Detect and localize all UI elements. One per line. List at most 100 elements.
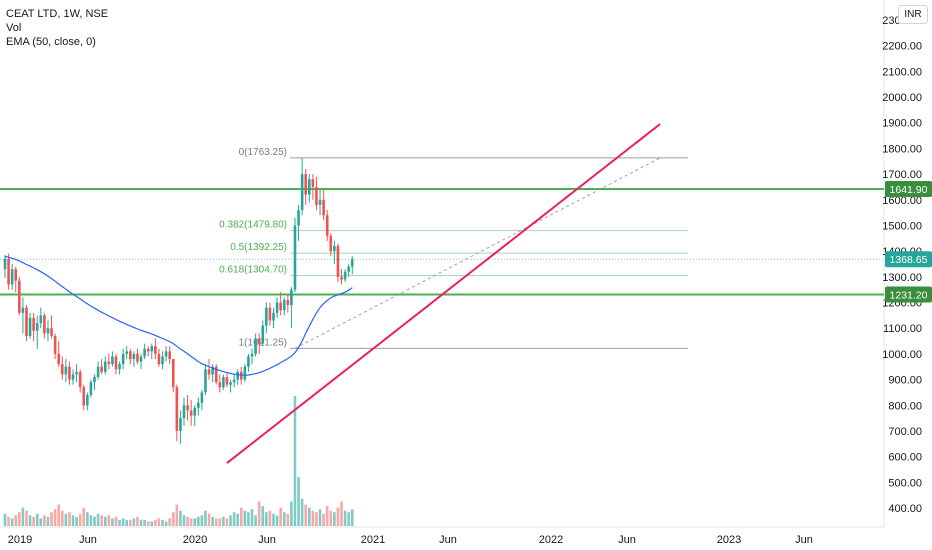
volume-bar — [89, 515, 93, 526]
volume-bar — [132, 518, 136, 526]
x-tick-label: Jun — [795, 534, 813, 546]
candle-body — [336, 246, 340, 277]
volume-bar — [347, 512, 350, 526]
volume-bar — [103, 516, 107, 526]
volume-bar — [14, 515, 18, 526]
volume-bar — [286, 513, 290, 526]
volume-bar — [86, 512, 89, 526]
candle-body — [193, 407, 197, 416]
y-tick-label: 1900.00 — [882, 118, 922, 130]
volume-bar — [333, 512, 336, 526]
volume-bar — [315, 512, 318, 526]
volume-bar — [139, 519, 143, 526]
y-tick-label: 500.00 — [888, 477, 922, 489]
volume-bar — [275, 515, 279, 526]
volume-bar — [75, 516, 78, 526]
volume-bar — [129, 519, 132, 526]
candle-body — [189, 410, 193, 416]
candle-body — [14, 269, 18, 281]
volume-bar — [35, 513, 39, 526]
candle-body — [218, 382, 222, 388]
y-tick-label: 700.00 — [888, 426, 922, 438]
candle-body — [21, 307, 25, 313]
ema-indicator-label[interactable]: EMA (50, close, 0) — [6, 36, 96, 48]
volume-bar — [229, 515, 232, 526]
candle-body — [18, 280, 21, 313]
candle-body — [121, 353, 125, 365]
candle-body — [243, 366, 247, 380]
volume-bar — [336, 507, 340, 526]
x-tick-label: 2020 — [183, 534, 207, 546]
candle-body — [60, 364, 64, 375]
y-tick-label: 1700.00 — [882, 169, 922, 181]
currency-button[interactable]: INR — [898, 5, 928, 24]
candle-body — [161, 356, 164, 365]
candle-body — [35, 323, 39, 331]
volume-bar — [297, 477, 300, 526]
volume-bar — [304, 504, 308, 526]
volume-bar — [236, 513, 239, 526]
volume-bar — [218, 518, 222, 526]
volume-bar — [343, 510, 347, 526]
volume-bar — [308, 507, 311, 526]
volume-bar — [46, 516, 50, 526]
candle-body — [57, 353, 60, 365]
volume-bar — [107, 515, 111, 526]
y-tick-label: 1000.00 — [882, 349, 922, 361]
candle-body — [222, 377, 225, 388]
volume-bar — [179, 510, 182, 526]
volume-bar — [257, 501, 261, 526]
volume-bar — [50, 512, 53, 526]
volume-bar — [300, 498, 304, 526]
fib-level-label: 0.382(1479.80) — [219, 220, 287, 231]
volume-bar — [232, 512, 236, 526]
volume-bar — [182, 515, 186, 526]
volume-bar — [114, 516, 118, 526]
y-tick-label: 2200.00 — [882, 41, 922, 53]
volume-bar — [18, 512, 21, 526]
candle-body — [132, 353, 136, 360]
volume-bar — [21, 507, 25, 526]
candle-body — [325, 215, 329, 236]
volume-bar — [200, 515, 204, 526]
volume-bar — [214, 518, 218, 526]
candle-body — [3, 258, 7, 270]
volume-bar — [64, 513, 68, 526]
y-tick-label: 400.00 — [888, 503, 922, 515]
candle-body — [261, 325, 265, 344]
candle-body — [290, 289, 293, 306]
candle-body — [78, 371, 82, 388]
candle-body — [103, 361, 107, 372]
volume-bar — [189, 518, 193, 526]
candle-body — [179, 418, 182, 431]
candle-body — [297, 210, 300, 226]
y-tick-label: 800.00 — [888, 400, 922, 412]
fib-level-label: 0.5(1392.25) — [230, 242, 287, 253]
x-tick-label: 2019 — [8, 534, 32, 546]
volume-bar — [57, 504, 60, 526]
candle-body — [340, 276, 343, 280]
candle-body — [200, 392, 204, 403]
candle-body — [232, 379, 236, 383]
volume-bar — [143, 519, 146, 526]
candle-body — [100, 366, 103, 372]
volume-bar — [243, 510, 247, 526]
symbol-title[interactable]: CEAT LTD, 1W, NSE — [6, 8, 109, 20]
x-tick-label: 2023 — [717, 534, 741, 546]
volume-bar — [157, 518, 161, 526]
x-tick-label: Jun — [618, 534, 636, 546]
volume-indicator-label[interactable]: Vol — [6, 22, 22, 34]
candle-body — [225, 377, 229, 385]
volume-bar — [164, 521, 168, 526]
volume-bar — [247, 512, 250, 526]
candle-body — [293, 225, 297, 290]
volume-bar — [125, 519, 129, 526]
candle-body — [82, 387, 86, 406]
candle-body — [28, 317, 32, 336]
fib-level-label: 0.618(1304.70) — [219, 265, 287, 276]
volume-bar — [250, 509, 254, 526]
volume-bar — [3, 513, 7, 526]
candle-body — [286, 299, 290, 306]
candle-body — [236, 371, 239, 380]
